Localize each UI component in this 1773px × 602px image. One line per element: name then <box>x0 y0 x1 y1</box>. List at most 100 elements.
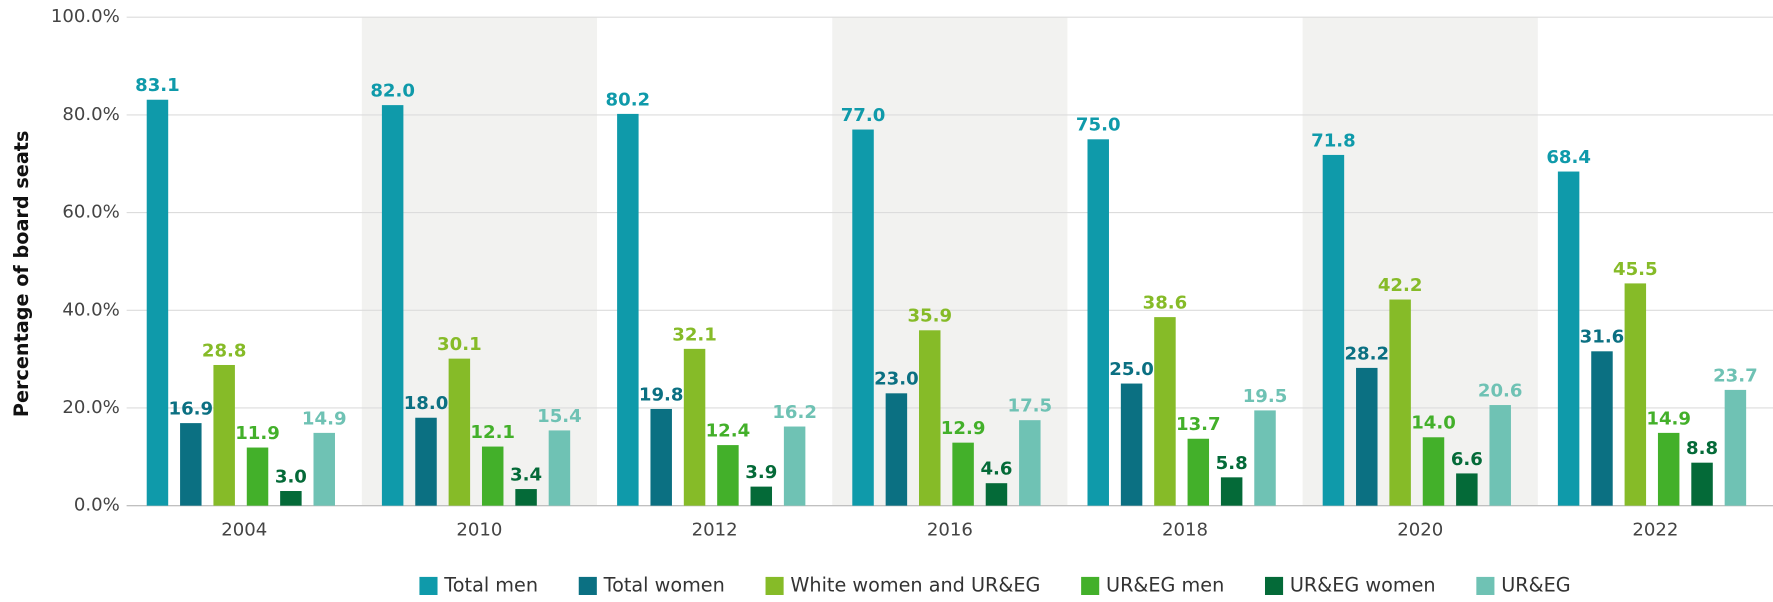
y-tick-label: 40.0% <box>62 299 119 320</box>
bar <box>1591 351 1613 506</box>
data-label: 80.2 <box>606 89 651 110</box>
bar <box>548 430 571 506</box>
bar <box>180 423 202 506</box>
bar <box>1154 317 1176 506</box>
data-label: 45.5 <box>1613 259 1658 280</box>
bar <box>381 105 404 506</box>
bar <box>1691 462 1713 506</box>
x-tick-label: 2020 <box>1397 520 1443 541</box>
bar <box>1187 438 1210 506</box>
bar <box>1489 405 1511 506</box>
data-label: 28.8 <box>202 340 247 361</box>
data-label: 3.9 <box>745 462 777 483</box>
data-label: 19.8 <box>639 384 684 405</box>
legend-label: UR&EG <box>1501 573 1570 596</box>
bar <box>919 330 941 506</box>
data-label: 75.0 <box>1076 115 1121 136</box>
y-tick-label: 80.0% <box>62 104 119 125</box>
bar <box>1356 367 1378 506</box>
data-label: 71.8 <box>1311 130 1356 151</box>
data-label: 6.6 <box>1451 449 1483 470</box>
bar <box>1422 437 1445 506</box>
bar <box>1456 473 1478 506</box>
bar <box>1322 154 1345 506</box>
x-tick-label: 2018 <box>1162 520 1208 541</box>
y-tick-label: 0.0% <box>74 495 120 516</box>
legend-swatch <box>1476 576 1495 595</box>
bar <box>1624 283 1647 506</box>
legend-swatch <box>765 576 784 595</box>
legend-label: UR&EG men <box>1106 573 1224 596</box>
data-label: 42.2 <box>1378 275 1423 296</box>
bar <box>246 447 269 506</box>
data-label: 11.9 <box>235 423 280 444</box>
bar <box>481 446 504 506</box>
bar <box>213 364 235 506</box>
legend-swatch <box>1081 576 1100 595</box>
data-label: 20.6 <box>1478 380 1523 401</box>
legend-swatch <box>1264 576 1284 595</box>
legend-label: Total men <box>443 573 538 596</box>
bar <box>313 432 335 506</box>
data-label: 14.9 <box>302 408 347 429</box>
y-tick-label: 100.0% <box>51 6 120 27</box>
bar <box>415 417 437 506</box>
x-tick-label: 2004 <box>221 520 267 541</box>
x-tick-label: 2012 <box>692 520 738 541</box>
bar <box>617 113 639 506</box>
data-label: 16.2 <box>772 402 817 423</box>
bar <box>1220 477 1243 506</box>
legend-label: White women and UR&EG <box>790 573 1040 596</box>
data-label: 17.5 <box>1008 396 1053 417</box>
bar <box>985 483 1008 506</box>
x-tick-label: 2010 <box>456 520 502 541</box>
bar <box>1657 432 1680 506</box>
data-label: 15.4 <box>537 406 582 427</box>
bar <box>717 445 739 506</box>
bar <box>515 489 537 506</box>
bar <box>783 426 806 506</box>
bar <box>1389 299 1411 506</box>
bar <box>952 442 974 506</box>
data-label: 38.6 <box>1143 293 1188 314</box>
legend-label: Total women <box>603 573 725 596</box>
x-tick-label: 2016 <box>927 520 973 541</box>
data-label: 30.1 <box>437 334 482 355</box>
bar <box>1019 420 1041 506</box>
data-label: 31.6 <box>1580 327 1625 348</box>
data-label: 3.0 <box>275 466 307 487</box>
legend-label: UR&EG women <box>1290 573 1436 596</box>
legend-swatch <box>578 576 597 595</box>
bar <box>750 486 773 506</box>
data-label: 35.9 <box>907 306 952 327</box>
data-label: 83.1 <box>135 75 180 96</box>
data-label: 12.4 <box>706 421 751 442</box>
data-label: 12.9 <box>941 418 986 439</box>
bar <box>1724 389 1747 506</box>
data-label: 13.7 <box>1176 414 1221 435</box>
data-label: 3.4 <box>510 464 542 485</box>
data-label: 19.5 <box>1243 386 1288 407</box>
data-label: 25.0 <box>1109 359 1154 380</box>
data-label: 28.2 <box>1344 343 1389 364</box>
data-label: 14.9 <box>1646 408 1691 429</box>
data-label: 32.1 <box>672 324 717 345</box>
data-label: 16.9 <box>169 399 214 420</box>
bar <box>1557 171 1580 506</box>
data-label: 5.8 <box>1216 453 1248 474</box>
data-label: 4.6 <box>980 459 1012 480</box>
bar <box>1120 383 1143 506</box>
y-tick-label: 20.0% <box>62 397 119 418</box>
bar <box>885 393 908 506</box>
data-label: 8.8 <box>1686 438 1718 459</box>
bar <box>280 491 302 506</box>
x-tick-label: 2022 <box>1632 520 1678 541</box>
data-label: 18.0 <box>404 393 449 414</box>
bar <box>852 129 874 506</box>
data-label: 12.1 <box>470 422 515 443</box>
y-tick-label: 60.0% <box>62 202 119 223</box>
bar <box>1254 410 1276 506</box>
bar <box>1087 139 1109 506</box>
data-label: 14.0 <box>1411 413 1456 434</box>
